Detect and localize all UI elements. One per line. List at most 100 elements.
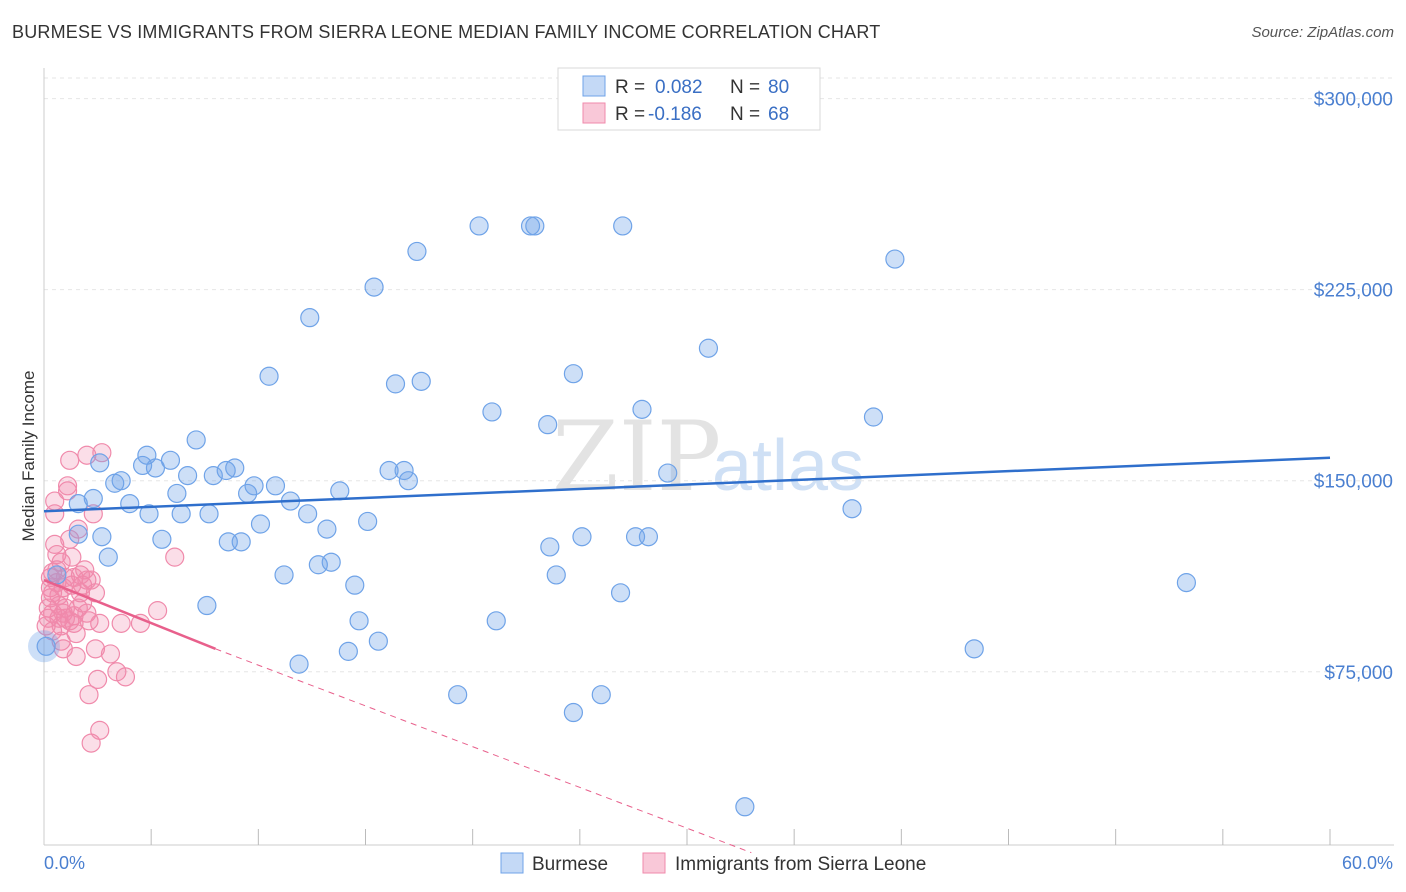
burmese-point	[300, 308, 320, 328]
burmese-point	[572, 527, 592, 547]
x-ticks	[150, 829, 1331, 845]
burmese-point	[520, 216, 541, 236]
sierra-r-value: -0.186	[648, 104, 702, 125]
burmese-trend-line	[43, 456, 1331, 513]
burmese-point	[407, 241, 427, 262]
burmese-point	[111, 471, 131, 491]
burmese-point	[330, 481, 350, 501]
stats-legend: R = 0.082 N = 80 R = -0.186 N = 68	[557, 67, 821, 131]
burmese-point	[68, 524, 88, 544]
y-tick-label: $75,000	[1324, 663, 1393, 684]
y-tick-label: $150,000	[1314, 472, 1393, 493]
burmese-point	[394, 460, 414, 481]
burmese-point	[186, 430, 206, 450]
burmese-point	[120, 494, 140, 514]
sierra-leone-point	[147, 601, 168, 621]
burmese-point	[36, 636, 56, 656]
series-sierra-leone	[36, 443, 185, 753]
burmese-point	[349, 611, 369, 631]
burmese-point	[610, 583, 631, 603]
sierra-leone-point	[68, 519, 88, 539]
sierra-swatch	[582, 102, 606, 124]
burmese-point	[274, 565, 294, 585]
burmese-point	[385, 374, 406, 394]
burmese-point	[244, 476, 264, 496]
burmese-point	[321, 552, 341, 572]
y-axis-title: Median Family Income	[19, 370, 38, 541]
burmese-point	[964, 639, 984, 659]
burmese-point	[250, 514, 271, 534]
burmese-point	[563, 364, 584, 384]
burmese-point	[345, 575, 365, 595]
sierra-leone-point	[62, 547, 82, 567]
trend-lines	[43, 456, 1331, 854]
sierra-leone-point	[100, 644, 121, 664]
burmese-point	[231, 532, 251, 552]
sierra-leone-point	[51, 552, 71, 572]
sierra-leone-point	[111, 613, 131, 633]
chart-title: BURMESE VS IMMIGRANTS FROM SIERRA LEONE …	[12, 22, 881, 42]
burmese-point	[317, 519, 337, 539]
burmese-point	[92, 527, 112, 547]
sierra-n-value: 68	[768, 104, 789, 125]
burmese-point	[83, 488, 103, 509]
burmese-point	[563, 702, 584, 723]
series-burmese	[28, 216, 1196, 817]
burmese-point	[167, 483, 187, 504]
burmese-point	[160, 450, 181, 470]
burmese-point	[638, 527, 659, 547]
burmese-n-label: N =	[730, 77, 760, 98]
sierra-r-label: R =	[615, 104, 645, 125]
sierra-leone-point	[87, 669, 108, 690]
burmese-point	[469, 216, 489, 236]
legend-burmese-label: Burmese	[532, 854, 608, 875]
burmese-r-value: 0.082	[655, 77, 703, 98]
burmese-point	[482, 402, 502, 422]
burmese-point	[197, 595, 217, 616]
burmese-point	[411, 371, 431, 391]
burmese-point	[698, 338, 719, 358]
burmese-point	[863, 407, 884, 427]
burmese-point	[203, 466, 223, 486]
sierra-leone-point	[90, 720, 110, 740]
burmese-point	[139, 504, 159, 524]
burmese-point	[538, 415, 558, 435]
sierra-leone-point	[57, 481, 78, 501]
legend-burmese-swatch	[500, 852, 524, 874]
burmese-point	[90, 453, 110, 473]
sierra-leone-point	[66, 646, 86, 667]
burmese-point	[448, 685, 468, 705]
source-label: Source: ZipAtlas.com	[1251, 24, 1394, 41]
sierra-leone-point	[60, 450, 80, 470]
sierra-leone-point	[165, 547, 185, 567]
burmese-point	[546, 565, 566, 585]
burmese-point	[289, 654, 309, 674]
y-tick-labels: $75,000 $150,000 $225,000 $300,000	[1314, 90, 1393, 684]
burmese-point	[364, 277, 384, 297]
burmese-point	[298, 504, 318, 524]
burmese-point	[28, 630, 60, 663]
watermark-zip: ZIP	[552, 401, 721, 513]
legend-sierra-swatch	[642, 852, 666, 874]
burmese-point	[98, 547, 118, 567]
watermark: ZIP atlas	[552, 401, 864, 513]
sierra-leone-point	[64, 567, 84, 588]
legend-sierra-label: Immigrants from Sierra Leone	[675, 854, 926, 875]
sierra-leone-point	[57, 476, 78, 496]
sierra-leone-point	[115, 667, 136, 687]
burmese-point	[486, 611, 506, 631]
burmese-point	[735, 797, 755, 817]
burmese-point	[658, 463, 678, 483]
burmese-point	[398, 471, 418, 491]
series-legend: Burmese Immigrants from Sierra Leone	[500, 852, 926, 875]
burmese-point	[358, 511, 378, 532]
burmese-point	[540, 537, 560, 557]
burmese-point	[171, 504, 191, 524]
burmese-r-label: R =	[615, 77, 645, 98]
x-tick-label-min: 0.0%	[44, 853, 85, 873]
burmese-point	[842, 499, 862, 519]
burmese-point	[225, 458, 245, 478]
sierra-leone-point	[51, 631, 71, 651]
sierra-leone-trend-line	[43, 578, 216, 650]
